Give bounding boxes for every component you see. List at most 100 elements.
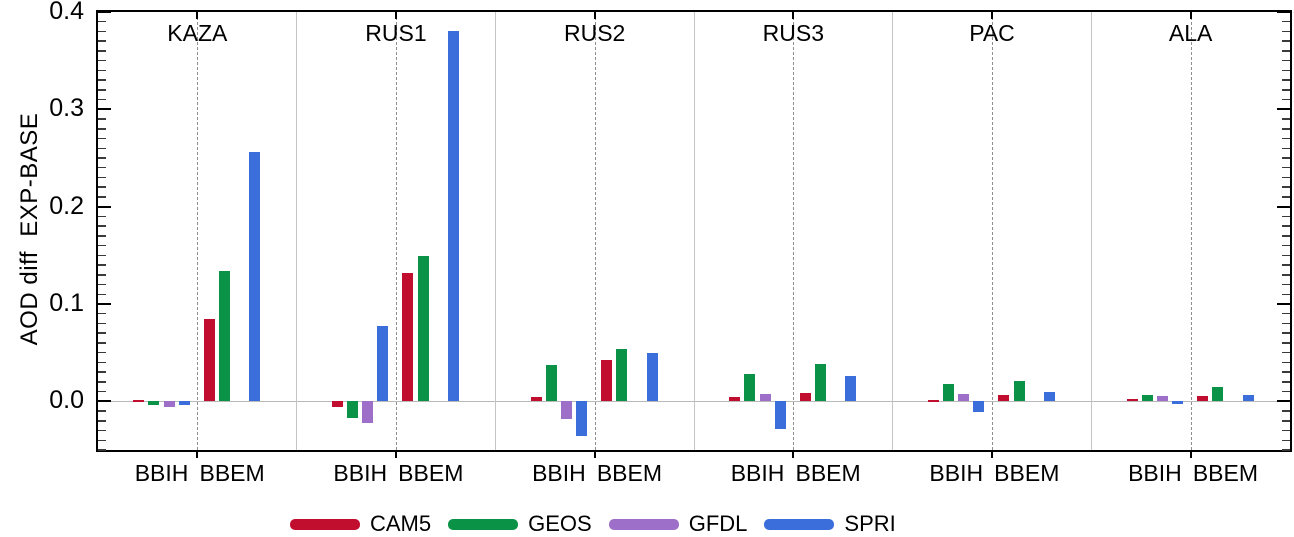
y-minor-tick-right — [1282, 371, 1290, 373]
y-minor-tick-left — [98, 410, 106, 412]
bar-rus1-bbih-cam5 — [331, 401, 343, 408]
y-major-tick-left — [98, 400, 111, 403]
bar-rus2-bbem-spri — [646, 352, 658, 402]
bar-rus1-bbih-spri — [377, 326, 389, 402]
bar-rus3-bbih-gfdl — [759, 393, 771, 402]
y-minor-tick-right — [1282, 390, 1290, 393]
y-minor-tick-right — [1282, 264, 1290, 266]
y-minor-tick-left — [98, 186, 106, 188]
y-minor-tick-left — [98, 176, 106, 179]
group-separator-dashed — [793, 12, 795, 450]
y-minor-tick-left — [98, 89, 106, 91]
x-tick-label-rus2-bbih: BBIH — [532, 460, 586, 486]
panel-center-tick-bottom — [196, 450, 199, 458]
bar-rus1-bbih-gfdl — [362, 401, 374, 423]
legend-swatch-cam5 — [290, 518, 360, 530]
y-minor-tick-right — [1282, 439, 1290, 442]
x-tick-label-rus1-bbih: BBIH — [333, 460, 388, 486]
y-minor-tick-left — [98, 225, 106, 227]
bar-rus3-bbih-spri — [774, 401, 786, 429]
y-minor-tick-left — [98, 371, 106, 373]
x-tick-label-rus1-bbem: BBEM — [398, 460, 464, 486]
y-minor-tick-right — [1282, 79, 1290, 81]
y-major-tick-left — [98, 303, 111, 305]
y-major-tick-right — [1277, 108, 1290, 111]
y-minor-tick-left — [98, 351, 106, 354]
panel-divider — [494, 12, 496, 450]
y-minor-tick-right — [1282, 137, 1290, 140]
bar-kaza-bbih-cam5 — [133, 400, 145, 403]
panel-center-tick-top — [395, 12, 397, 19]
y-major-tick-left — [98, 205, 111, 208]
y-minor-tick-right — [1282, 410, 1290, 412]
legend-item-geos: GEOS — [448, 513, 592, 535]
y-minor-tick-left — [98, 147, 106, 150]
bar-kaza-bbem-geos — [218, 270, 230, 402]
y-minor-tick-right — [1282, 254, 1290, 257]
bar-ala-bbem-cam5 — [1197, 396, 1209, 402]
legend-item-cam5: CAM5 — [290, 513, 431, 535]
y-minor-tick-left — [98, 69, 106, 72]
y-minor-tick-right — [1282, 166, 1290, 169]
y-major-tick-right — [1277, 11, 1290, 13]
y-minor-tick-left — [98, 254, 106, 257]
y-minor-tick-left — [98, 118, 106, 120]
bar-pac-bbem-cam5 — [998, 395, 1010, 402]
y-minor-tick-left — [98, 439, 106, 442]
x-tick-label-ala-bbem: BBEM — [1192, 460, 1259, 486]
y-minor-tick-right — [1282, 176, 1290, 179]
y-tick-label: 0.2 — [49, 191, 84, 220]
bar-pac-bbem-geos — [1013, 380, 1025, 402]
panel-divider — [296, 12, 298, 450]
y-minor-tick-right — [1282, 40, 1290, 42]
y-minor-tick-right — [1282, 381, 1290, 383]
group-separator-dashed — [594, 12, 596, 450]
y-minor-tick-right — [1282, 293, 1290, 296]
x-tick-label-rus2-bbem: BBEM — [596, 460, 663, 486]
y-minor-tick-right — [1282, 420, 1290, 422]
y-minor-tick-right — [1282, 429, 1290, 432]
panel-center-tick-top — [991, 12, 993, 19]
y-minor-tick-right — [1282, 225, 1290, 227]
y-minor-tick-right — [1282, 351, 1290, 354]
y-minor-tick-right — [1282, 147, 1290, 150]
legend-label-geos: GEOS — [528, 511, 592, 536]
bar-ala-bbih-cam5 — [1126, 399, 1138, 402]
bar-rus3-bbih-cam5 — [729, 397, 741, 402]
bar-ala-bbih-geos — [1141, 395, 1153, 402]
x-tick-label-kaza-bbem: BBEM — [199, 460, 265, 486]
panel-center-tick-bottom — [395, 450, 397, 458]
legend-label-spri: SPRI — [844, 511, 896, 536]
bar-pac-bbih-spri — [973, 401, 985, 413]
x-tick-label-kaza-bbih: BBIH — [134, 460, 189, 486]
panel-center-tick-bottom — [792, 450, 795, 458]
group-separator-dashed — [396, 12, 397, 450]
y-minor-tick-left — [98, 79, 106, 81]
bar-rus1-bbem-spri — [447, 31, 459, 402]
y-minor-tick-left — [98, 20, 106, 23]
y-minor-tick-right — [1282, 118, 1290, 120]
group-separator-dashed — [197, 12, 199, 450]
y-minor-tick-right — [1282, 50, 1290, 52]
bar-rus3-bbih-geos — [744, 374, 756, 402]
panel-label-rus3: RUS3 — [762, 20, 824, 46]
y-minor-tick-right — [1282, 196, 1290, 198]
bar-pac-bbih-geos — [943, 383, 955, 402]
bar-rus1-bbem-cam5 — [402, 272, 414, 402]
y-minor-tick-left — [98, 30, 106, 33]
y-minor-tick-left — [98, 390, 106, 393]
x-tick-label-pac-bbih: BBIH — [929, 460, 984, 486]
legend-item-spri: SPRI — [764, 511, 896, 536]
bar-rus2-bbem-cam5 — [601, 360, 613, 402]
y-major-tick-left — [98, 108, 111, 111]
panel-center-tick-top — [593, 12, 596, 19]
x-tick-label-pac-bbem: BBEM — [994, 460, 1060, 486]
bar-rus3-bbem-geos — [814, 364, 826, 402]
y-minor-tick-left — [98, 429, 106, 432]
group-separator-dashed — [992, 12, 993, 450]
plot-area: KAZA RUS1 RUS2 RUS3 PAC ALA — [96, 10, 1292, 458]
panel-center-tick-top — [1189, 12, 1192, 19]
y-tick-label: 0.1 — [49, 289, 84, 317]
legend-item-gfdl: GFDL — [608, 513, 747, 535]
